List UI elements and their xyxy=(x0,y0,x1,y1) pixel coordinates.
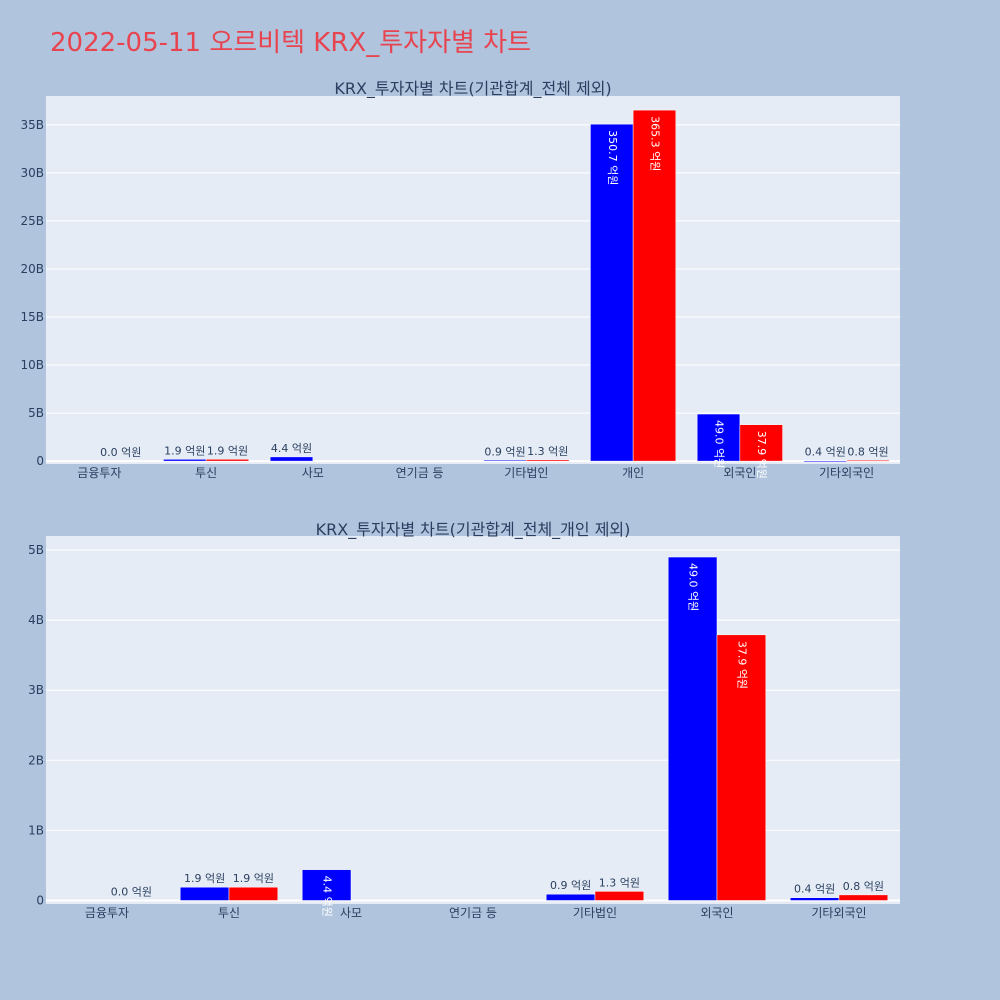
buy-bar xyxy=(163,459,207,462)
y-tick-label: 4B xyxy=(28,613,44,627)
buy-bar xyxy=(789,897,840,901)
x-tick-label: 기타법인 xyxy=(573,906,617,920)
x-tick-label: 연기금 등 xyxy=(396,466,444,480)
data-label: 1.9 억원 xyxy=(207,444,248,457)
y-tick-label: 10B xyxy=(20,358,44,372)
x-tick-label: 개인 xyxy=(622,466,644,480)
chart-title: KRX_투자자별 차트(기관합계_전체 제외) xyxy=(334,79,611,99)
x-tick-label: 연기금 등 xyxy=(449,906,497,920)
sell-bar xyxy=(716,634,767,901)
data-label: 4.4 억원 xyxy=(271,442,312,455)
y-tick-label: 30B xyxy=(20,166,44,180)
data-label: 0.8 억원 xyxy=(843,880,884,893)
x-tick-label: 외국인 xyxy=(700,906,733,920)
y-tick-label: 0 xyxy=(36,454,44,468)
sell-bar xyxy=(632,109,677,462)
buy-bar xyxy=(803,460,847,462)
y-tick-label: 2B xyxy=(28,753,44,767)
y-tick-label: 5B xyxy=(28,406,44,420)
x-tick-label: 사모 xyxy=(302,466,324,480)
chart-all-investors: 0 5B 10B 15B 20B 25B 30B 35B KRX_투자자별 차트(기관합계_전체… xyxy=(20,79,900,480)
y-tick-label: 35B xyxy=(20,118,44,132)
data-label: 1.3 억원 xyxy=(599,876,640,889)
x-tick-label: 투신 xyxy=(218,906,240,920)
data-label: 1.9 억원 xyxy=(164,444,205,457)
sell-bar xyxy=(838,894,889,901)
x-tick-label: 사모 xyxy=(340,906,362,920)
x-tick-label: 기타법인 xyxy=(504,466,548,480)
sell-bar xyxy=(594,891,645,901)
data-label: 4.4 억원 xyxy=(321,876,334,917)
data-label: 1.9 억원 xyxy=(233,872,274,885)
data-label: 49.0 억원 xyxy=(687,563,700,611)
x-tick-label: 금융투자 xyxy=(85,906,129,920)
data-label: 0.9 억원 xyxy=(484,445,525,458)
data-label: 365.3 억원 xyxy=(648,116,661,171)
plot-area xyxy=(46,536,900,904)
data-label: 37.9 억원 xyxy=(755,431,768,479)
data-label: 49.0 억원 xyxy=(713,420,726,468)
buy-bar xyxy=(179,886,230,901)
data-label: 0.0 억원 xyxy=(100,446,141,459)
plot-area xyxy=(46,96,900,464)
y-tick-label: 0 xyxy=(36,893,44,907)
data-label: 1.9 억원 xyxy=(184,872,225,885)
y-tick-label: 1B xyxy=(28,823,44,837)
data-label: 37.9 억원 xyxy=(735,641,748,689)
y-tick-label: 20B xyxy=(20,262,44,276)
data-label: 350.7 억원 xyxy=(606,130,619,185)
data-label: 0.8 억원 xyxy=(847,445,888,458)
chart-title: KRX_투자자별 차트(기관합계_전체_개인 제외) xyxy=(316,520,631,540)
buy-bar xyxy=(696,413,741,462)
y-tick-label: 25B xyxy=(20,214,44,228)
buy-bar xyxy=(590,123,634,462)
sell-bar xyxy=(205,459,250,462)
y-tick-label: 3B xyxy=(28,683,44,697)
x-tick-label: 기타외국인 xyxy=(811,906,866,920)
x-tick-label: 금융투자 xyxy=(77,466,121,480)
buy-bar xyxy=(269,456,314,462)
x-tick-label: 투신 xyxy=(195,466,217,480)
sell-bar xyxy=(739,424,783,462)
page-title: 2022-05-11 오르비텍 KRX_투자자별 차트 xyxy=(50,28,532,58)
y-tick-label: 5B xyxy=(28,543,44,557)
sell-bar xyxy=(846,460,890,462)
buy-bar xyxy=(483,460,527,462)
buy-bar xyxy=(667,556,718,901)
chart-excluding-individuals: 0 1B 2B 3B 4B 5B KRX_투자자별 차트(기관합계_전체_개인 제외) 금융투… xyxy=(28,520,900,920)
sell-bar xyxy=(526,459,570,462)
data-label: 0.0 억원 xyxy=(111,885,152,898)
data-label: 0.9 억원 xyxy=(550,879,591,892)
data-label: 1.3 억원 xyxy=(527,445,568,458)
data-label: 0.4 억원 xyxy=(805,446,846,459)
x-tick-label: 기타외국인 xyxy=(819,466,874,480)
buy-bar xyxy=(301,869,352,901)
data-label: 0.4 억원 xyxy=(794,883,835,896)
sell-bar xyxy=(228,886,279,901)
y-tick-label: 15B xyxy=(20,310,44,324)
x-tick-label: 외국인 xyxy=(723,466,756,480)
buy-bar xyxy=(545,893,596,901)
